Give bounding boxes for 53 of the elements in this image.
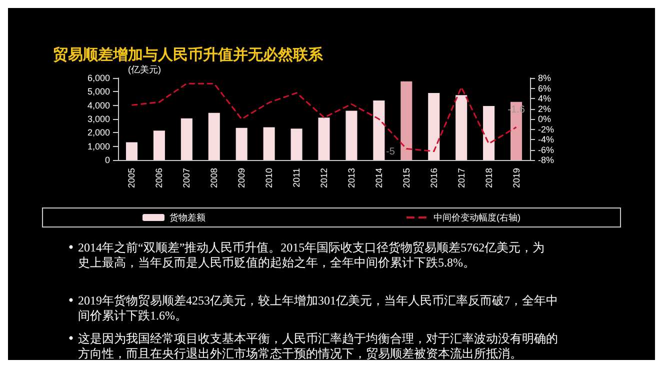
y2-tick-label: 6%	[538, 83, 552, 94]
bar	[126, 142, 138, 160]
x-tick-label: 2014	[374, 168, 384, 188]
y2-tick-label: -4%	[538, 134, 554, 144]
y-tick-label: 0	[104, 155, 110, 165]
x-tick-label: 2015	[401, 168, 412, 188]
bar	[180, 118, 192, 160]
x-tick-label: 2005	[126, 168, 137, 188]
bar	[373, 100, 385, 160]
x-tick-label: 2011	[292, 168, 302, 188]
y-tick-label: 2,000	[87, 128, 110, 138]
y-tick-label: 3,000	[87, 114, 110, 124]
chart-title: 贸易顺差增加与人民币升值并无必然联系	[53, 46, 324, 64]
y2-tick-label: -6%	[538, 144, 554, 155]
bar	[318, 118, 330, 160]
y-tick-label: 6,000	[87, 73, 110, 83]
y2-tick-label: 2%	[538, 104, 552, 114]
x-tick-label: 2013	[346, 168, 356, 188]
y2-tick-label: -8%	[538, 155, 554, 165]
bar	[483, 106, 495, 160]
legend-label: 中间价变动幅度(右轴)	[434, 212, 521, 222]
y2-tick-label: 0%	[538, 114, 552, 124]
text: 这是因为我国经常项目收支基本平衡，人民币汇率趋于均衡合理，对于汇率波动没有明确的方向性，而且在央行退出外汇市场常态干预的情况下，贸易顺差被资本流出所抵消。	[78, 332, 558, 360]
bar	[263, 127, 275, 160]
y-tick-label: 1,000	[87, 141, 110, 152]
x-tick-label: 2006	[154, 168, 164, 188]
annotation: -5	[386, 146, 396, 158]
x-tick-label: 2007	[182, 168, 192, 188]
bar	[236, 128, 248, 160]
text: 2014年之前“双顺差”推动人民币升值。2015年国际收支口径货物贸易顺差5762亿美元，为史上最高，当年反而是人民币贬值的起始之年，全年中间价累计下跌5.8%。	[78, 240, 545, 270]
y2-tick-label: -2%	[538, 124, 554, 134]
x-tick-label: 2010	[264, 168, 274, 188]
text: 2019年货物贸易顺差4253亿美元，较上年增加301亿美元，当年人民币汇率反而破7，全年中间价累计下跌1.6%。	[78, 294, 558, 322]
bar	[346, 110, 358, 160]
y-tick-label: 4,000	[87, 100, 110, 110]
y2-tick-label: 8%	[538, 73, 552, 83]
bar	[400, 81, 412, 160]
x-tick-label: 2012	[319, 168, 329, 188]
bar	[290, 128, 302, 160]
x-tick-label: 2008	[209, 168, 220, 188]
x-tick-label: 2019	[511, 168, 522, 188]
y-axis-title: (亿美元)	[128, 64, 161, 74]
x-tick-label: 2016	[428, 168, 439, 188]
bar	[153, 130, 165, 160]
y-tick-label: 5,000	[87, 86, 110, 97]
legend-label: 货物差额	[170, 212, 206, 222]
bar	[208, 112, 220, 160]
x-tick-label: 2017	[456, 168, 466, 188]
bar	[428, 93, 440, 160]
y2-tick-label: 4%	[538, 94, 552, 104]
x-tick-label: 2018	[484, 168, 494, 188]
x-tick-label: 2009	[236, 168, 247, 188]
bar	[456, 95, 468, 160]
